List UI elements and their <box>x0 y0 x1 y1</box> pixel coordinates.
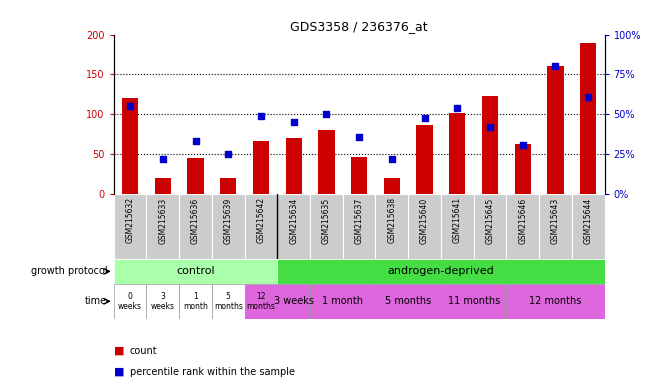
Bar <box>155 178 171 194</box>
Text: GSM215640: GSM215640 <box>420 197 429 243</box>
Bar <box>441 284 506 319</box>
Bar <box>212 194 244 259</box>
Point <box>452 105 463 111</box>
Text: 1 month: 1 month <box>322 296 363 306</box>
Point <box>256 113 266 119</box>
Point <box>289 119 299 125</box>
Text: GSM215637: GSM215637 <box>355 197 363 243</box>
Text: time: time <box>85 296 107 306</box>
Bar <box>506 194 539 259</box>
Point <box>190 138 201 144</box>
Bar <box>146 194 179 259</box>
Bar <box>376 194 408 259</box>
Bar <box>244 194 278 259</box>
Bar <box>310 194 343 259</box>
Bar <box>318 130 335 194</box>
Bar <box>179 284 212 319</box>
Bar <box>515 144 531 194</box>
Point <box>517 142 528 148</box>
Bar <box>384 178 400 194</box>
Point <box>387 156 397 162</box>
Text: 0
weeks: 0 weeks <box>118 291 142 311</box>
Text: growth protocol: growth protocol <box>31 266 107 276</box>
Bar <box>114 194 146 259</box>
Text: 12 months: 12 months <box>529 296 582 306</box>
Bar <box>244 284 278 319</box>
Bar <box>351 157 367 194</box>
Title: GDS3358 / 236376_at: GDS3358 / 236376_at <box>291 20 428 33</box>
Text: GSM215634: GSM215634 <box>289 197 298 243</box>
Text: GSM215633: GSM215633 <box>159 197 167 243</box>
Text: 12
months: 12 months <box>246 291 276 311</box>
Bar <box>212 284 244 319</box>
Text: percentile rank within the sample: percentile rank within the sample <box>130 367 295 377</box>
Text: ■: ■ <box>114 367 124 377</box>
Bar <box>253 141 269 194</box>
Text: count: count <box>130 346 157 356</box>
Text: 3 weeks: 3 weeks <box>274 296 314 306</box>
Text: GSM215643: GSM215643 <box>551 197 560 243</box>
Text: GSM215638: GSM215638 <box>387 197 396 243</box>
Text: GSM215646: GSM215646 <box>518 197 527 243</box>
Point <box>485 124 495 130</box>
Point <box>157 156 168 162</box>
Text: GSM215635: GSM215635 <box>322 197 331 243</box>
Bar <box>146 284 179 319</box>
Point <box>583 94 593 100</box>
Text: 5
months: 5 months <box>214 291 242 311</box>
Bar <box>572 194 604 259</box>
Bar <box>376 284 441 319</box>
Text: 11 months: 11 months <box>447 296 500 306</box>
Text: GSM215642: GSM215642 <box>257 197 265 243</box>
Bar <box>278 259 604 284</box>
Bar <box>310 284 376 319</box>
Bar <box>179 194 212 259</box>
Bar <box>547 66 564 194</box>
Text: androgen-deprived: androgen-deprived <box>387 266 494 276</box>
Point <box>223 151 233 157</box>
Text: GSM215632: GSM215632 <box>125 197 135 243</box>
Text: 1
month: 1 month <box>183 291 208 311</box>
Point <box>551 63 561 70</box>
Text: control: control <box>176 266 215 276</box>
Bar <box>539 194 572 259</box>
Text: GSM215641: GSM215641 <box>453 197 461 243</box>
Bar <box>506 284 604 319</box>
Point <box>354 134 365 140</box>
Bar <box>343 194 376 259</box>
Text: ■: ■ <box>114 346 124 356</box>
Bar <box>449 113 465 194</box>
Bar <box>417 125 433 194</box>
Bar <box>441 194 474 259</box>
Text: 3
weeks: 3 weeks <box>151 291 175 311</box>
Bar <box>278 194 310 259</box>
Bar <box>474 194 506 259</box>
Point <box>419 114 430 121</box>
Bar <box>285 138 302 194</box>
Bar <box>408 194 441 259</box>
Bar <box>580 43 596 194</box>
Bar <box>114 284 146 319</box>
Bar <box>482 96 498 194</box>
Point <box>125 103 135 109</box>
Bar <box>220 178 237 194</box>
Point <box>321 111 332 118</box>
Text: GSM215639: GSM215639 <box>224 197 233 243</box>
Bar <box>114 259 278 284</box>
Text: GSM215645: GSM215645 <box>486 197 495 243</box>
Text: GSM215636: GSM215636 <box>191 197 200 243</box>
Text: 5 months: 5 months <box>385 296 432 306</box>
Bar <box>187 158 203 194</box>
Text: GSM215644: GSM215644 <box>584 197 593 243</box>
Bar <box>278 284 310 319</box>
Bar <box>122 98 138 194</box>
